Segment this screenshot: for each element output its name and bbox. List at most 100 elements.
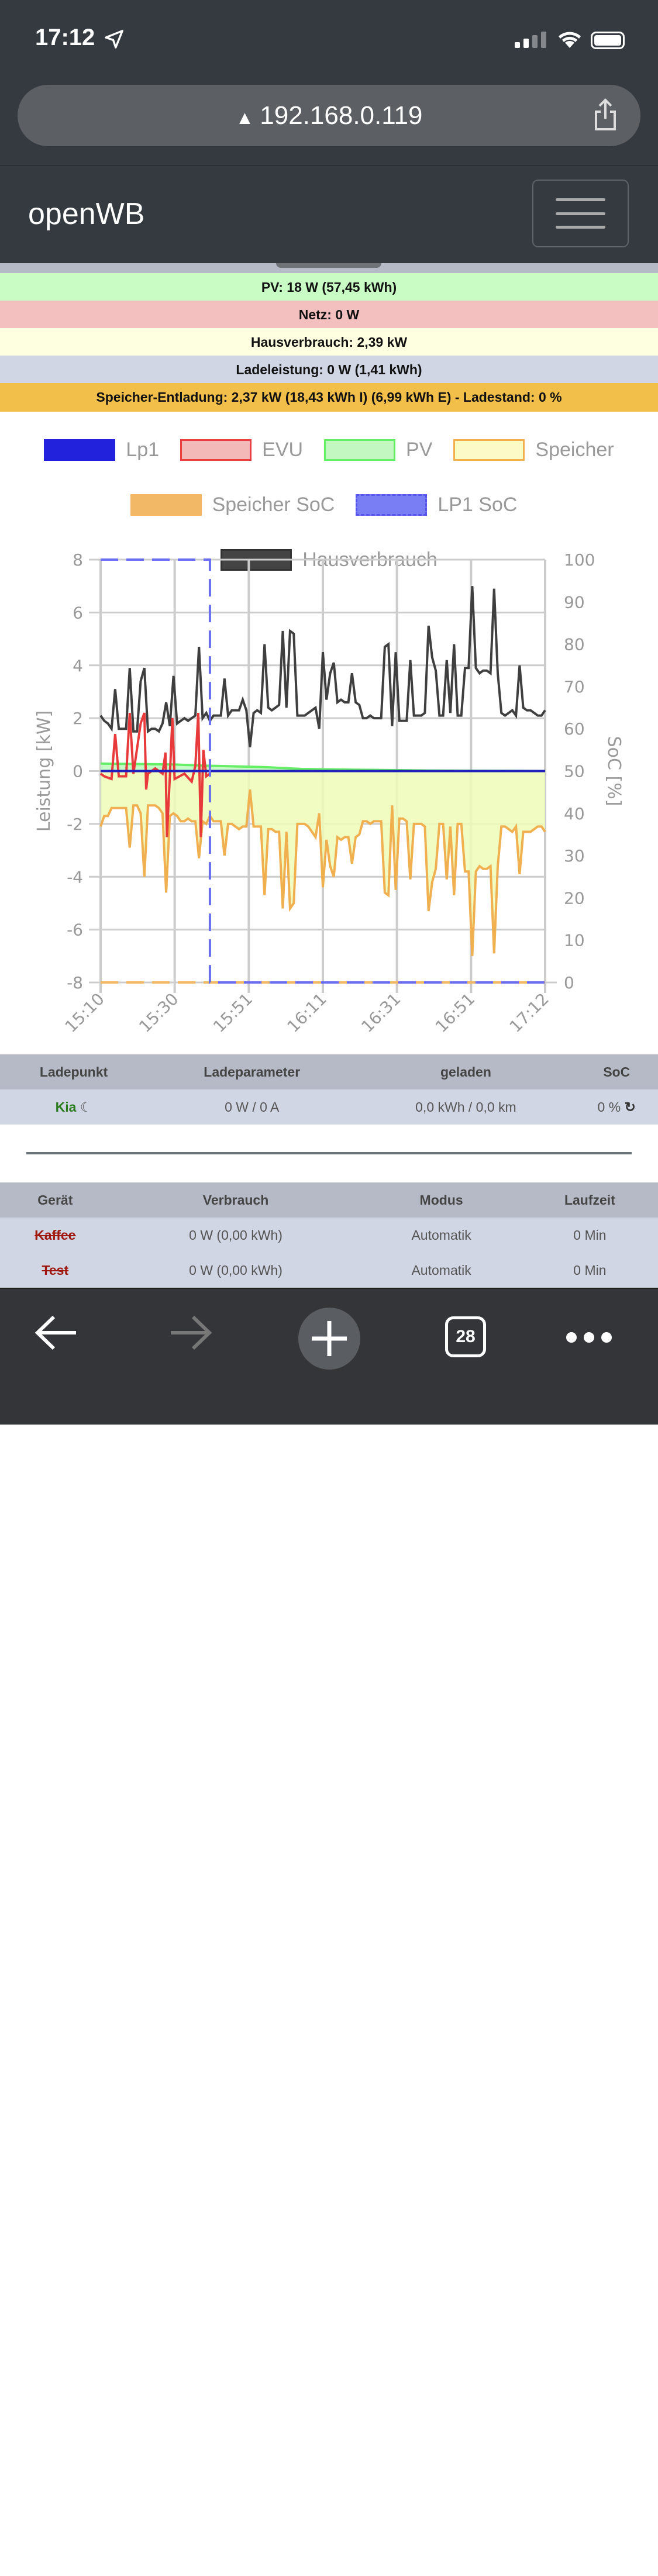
y-tick-label: -2: [67, 815, 83, 834]
new-tab-button[interactable]: [298, 1308, 360, 1370]
warning-icon: ▲: [235, 107, 254, 128]
y-tick-label: 2: [73, 709, 83, 728]
address-bar[interactable]: ▲ 192.168.0.119: [18, 85, 640, 146]
power-chart: 86420-2-4-6-8100908070605040302010015:10…: [34, 550, 624, 1036]
speicher-line: [99, 789, 546, 956]
hamburger-icon: [556, 198, 605, 201]
netz-status: Netz: 0 W: [0, 301, 658, 329]
legend-label: Speicher SoC: [212, 493, 335, 516]
legend-item[interactable]: PV: [324, 439, 432, 461]
divider: [26, 1152, 632, 1154]
y2-tick-label: 90: [564, 592, 585, 612]
legend-item[interactable]: LP1 SoC: [356, 494, 517, 516]
legend-label: LP1 SoC: [437, 493, 518, 516]
ladepunkt-name[interactable]: Kia: [55, 1099, 77, 1115]
modus-cell[interactable]: Automatik: [361, 1253, 522, 1288]
table-row: Test 0 W (0,00 kWh) Automatik 0 Min: [0, 1253, 658, 1288]
laufzeit-cell: 0 Min: [521, 1253, 658, 1288]
legend-item[interactable]: EVU: [180, 439, 303, 461]
header-geladen: geladen: [356, 1054, 576, 1089]
moon-icon: ☾: [80, 1099, 92, 1115]
dropdown-handle[interactable]: [276, 263, 381, 268]
header-soc: SoC: [575, 1054, 658, 1089]
hausverbrauch-line: [99, 586, 546, 748]
ladeparameter-cell: 0 W / 0 A: [147, 1089, 357, 1125]
back-arrow-icon[interactable]: [34, 1312, 78, 1353]
y-axis-title: Leistung [kW]: [34, 711, 54, 832]
header-ladeparameter: Ladeparameter: [147, 1054, 357, 1089]
x-tick-label: 15:30: [135, 989, 182, 1036]
y-tick-label: -4: [67, 867, 83, 887]
y2-tick-label: 10: [564, 931, 585, 950]
pv-status: PV: 18 W (57,45 kWh): [0, 273, 658, 301]
table-row: Kia ☾ 0 W / 0 A 0,0 kWh / 0,0 km 0 % ↻: [0, 1089, 658, 1125]
ladeleistung-status: Ladeleistung: 0 W (1,41 kWh): [0, 356, 658, 384]
geraet-cell[interactable]: Kaffee: [0, 1218, 111, 1253]
url-text: 192.168.0.119: [260, 101, 423, 130]
collapse-strip: [0, 263, 658, 273]
legend-swatch: [356, 494, 428, 516]
y2-tick-label: 0: [564, 973, 574, 992]
lp1-soc-line: [101, 558, 545, 984]
header-ladepunkt: Ladepunkt: [0, 1054, 148, 1089]
ladepunkt-cell[interactable]: Kia ☾: [0, 1089, 148, 1125]
laufzeit-cell: 0 Min: [521, 1218, 658, 1253]
legend-swatch: [130, 494, 202, 516]
hausverbrauch-status: Hausverbrauch: 2,39 kW: [0, 328, 658, 356]
status-time: 17:12: [35, 25, 95, 50]
refresh-icon[interactable]: ↻: [624, 1099, 636, 1115]
y2-tick-label: 70: [564, 677, 585, 696]
pv-area: [101, 763, 545, 771]
table-row: Kaffee 0 W (0,00 kWh) Automatik 0 Min: [0, 1218, 658, 1253]
y2-tick-label: 60: [564, 719, 585, 739]
header-verbrauch: Verbrauch: [110, 1182, 361, 1218]
soc-value: 0 %: [597, 1099, 621, 1115]
modus-cell[interactable]: Automatik: [361, 1218, 522, 1253]
y2-tick-label: 100: [564, 550, 595, 570]
table-header-row: Gerät Verbrauch Modus Laufzeit: [0, 1182, 658, 1218]
geraete-table: Gerät Verbrauch Modus Laufzeit Kaffee 0 …: [0, 1182, 658, 1288]
legend-label: Speicher: [535, 438, 614, 461]
header-laufzeit: Laufzeit: [521, 1182, 658, 1218]
y-tick-label: -8: [67, 973, 83, 992]
legend-label: PV: [406, 438, 433, 461]
evu-line: [99, 712, 211, 837]
x-tick-label: 16:11: [284, 989, 330, 1036]
menu-toggle-button[interactable]: [532, 180, 629, 247]
legend-label: EVU: [262, 438, 304, 461]
verbrauch-cell: 0 W (0,00 kWh): [110, 1253, 361, 1288]
share-icon[interactable]: [592, 98, 618, 132]
speicher-status: Speicher-Entladung: 2,37 kW (18,43 kWh I…: [0, 383, 658, 412]
navbar-brand[interactable]: openWB: [28, 197, 145, 231]
legend-item[interactable]: Speicher: [453, 439, 614, 461]
more-icon[interactable]: [566, 1332, 612, 1343]
x-tick-label: 17:12: [506, 989, 553, 1036]
plus-icon: [312, 1321, 347, 1356]
cellular-signal-icon: [515, 32, 546, 48]
y2-tick-label: 20: [564, 888, 585, 908]
geraet-name[interactable]: Kaffee: [35, 1227, 76, 1243]
x-tick-label: 15:51: [209, 989, 256, 1036]
geladen-cell: 0,0 kWh / 0,0 km: [356, 1089, 576, 1125]
y-tick-label: 0: [73, 762, 83, 781]
legend-item[interactable]: Speicher SoC: [130, 494, 335, 516]
y2-tick-label: 50: [564, 762, 585, 781]
battery-icon: [591, 32, 625, 49]
legend-item[interactable]: Lp1: [44, 439, 159, 461]
geraet-cell[interactable]: Test: [0, 1253, 111, 1288]
legend-swatch: [324, 439, 396, 461]
geraet-name[interactable]: Test: [42, 1262, 69, 1278]
y-tick-label: 4: [73, 656, 83, 675]
legend-swatch: [453, 439, 525, 461]
x-tick-label: 16:51: [432, 989, 478, 1036]
legend-swatch: [44, 439, 116, 461]
forward-arrow-icon[interactable]: [168, 1312, 213, 1353]
header-geraet: Gerät: [0, 1182, 111, 1218]
browser-chrome: 17:12 ▲ 192.168.0.119 openWB: [0, 0, 658, 263]
tabs-button[interactable]: 28: [445, 1316, 486, 1357]
verbrauch-cell: 0 W (0,00 kWh): [110, 1218, 361, 1253]
header-modus: Modus: [361, 1182, 522, 1218]
y2-tick-label: 30: [564, 846, 585, 865]
table-header-row: Ladepunkt Ladeparameter geladen SoC: [0, 1054, 658, 1089]
soc-cell: 0 % ↻: [575, 1089, 658, 1125]
